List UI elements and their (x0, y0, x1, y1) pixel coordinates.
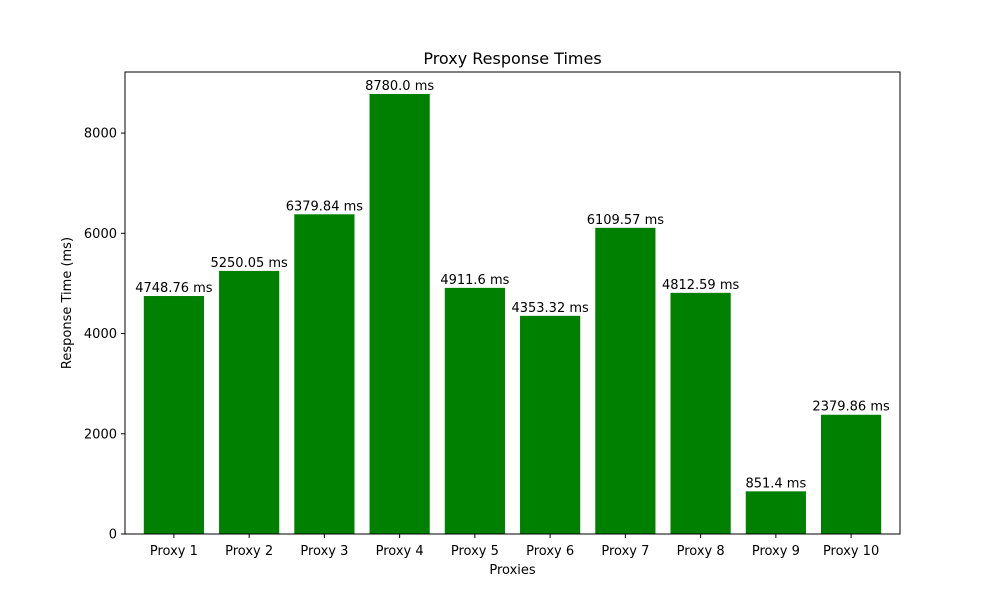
bar (294, 214, 355, 534)
x-tick-label: Proxy 4 (376, 544, 424, 559)
x-tick-label: Proxy 6 (526, 544, 574, 559)
y-tick-label: 4000 (84, 327, 117, 342)
y-axis-label: Response Time (ms) (60, 237, 75, 369)
bar-value-label: 6109.57 ms (587, 213, 665, 228)
x-tick-label: Proxy 9 (752, 544, 800, 559)
x-tick-label: Proxy 7 (601, 544, 649, 559)
bar-value-label: 6379.84 ms (286, 199, 364, 214)
bar (143, 296, 205, 534)
bar (820, 414, 882, 534)
bar (219, 270, 280, 534)
plot-area: 4748.76 ms Proxy 1 5250.05 ms Proxy 2 6379.8… (84, 71, 901, 559)
bar (670, 292, 731, 534)
chart-title: Proxy Response Times (423, 49, 601, 68)
x-tick-label: Proxy 2 (225, 544, 273, 559)
y-tick-label: 8000 (84, 127, 117, 142)
y-tick-label: 2000 (84, 427, 117, 442)
y-tick-label: 0 (109, 528, 117, 543)
bar-value-label: 5250.05 ms (210, 256, 288, 271)
x-tick-label: Proxy 1 (150, 544, 198, 559)
x-tick-label: Proxy 5 (451, 544, 499, 559)
bar-value-label: 4911.6 ms (440, 273, 509, 288)
bar (520, 315, 581, 534)
bar-value-label: 4812.59 ms (662, 278, 740, 293)
bar (595, 227, 656, 534)
bar (369, 94, 430, 534)
x-tick-label: Proxy 3 (300, 544, 348, 559)
x-axis-label: Proxies (489, 563, 536, 578)
axes-frame (124, 71, 901, 535)
bar-value-label: 4748.76 ms (135, 281, 213, 296)
bar (745, 491, 806, 534)
bar (444, 287, 505, 534)
x-tick-label: Proxy 8 (677, 544, 725, 559)
bar-value-label: 851.4 ms (745, 476, 806, 491)
bar-value-label: 8780.0 ms (365, 79, 434, 94)
x-tick-label: Proxy 10 (823, 544, 879, 559)
bar-value-label: 2379.86 ms (812, 400, 890, 415)
y-tick-label: 6000 (84, 227, 117, 242)
bar-value-label: 4353.32 ms (511, 301, 589, 316)
